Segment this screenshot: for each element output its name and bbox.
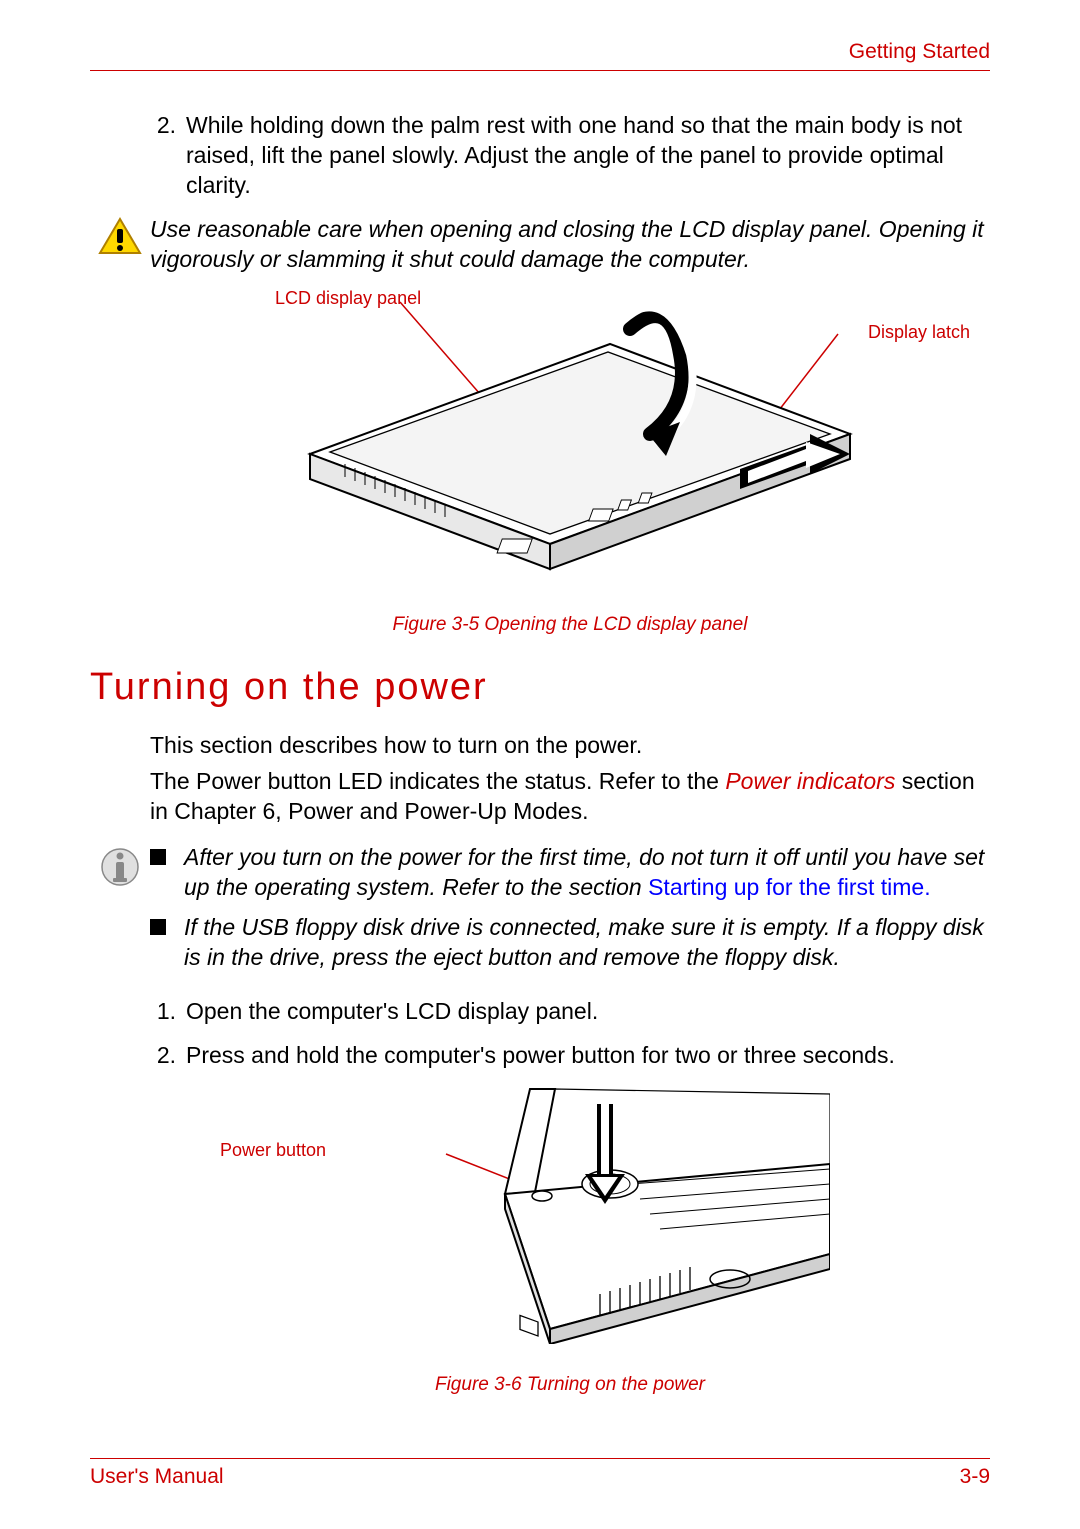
caution-text: Use reasonable care when opening and clo… xyxy=(150,215,990,275)
section-p2-a: The Power button LED indicates the statu… xyxy=(150,768,725,794)
caution-note: Use reasonable care when opening and clo… xyxy=(90,215,990,275)
info-note: After you turn on the power for the firs… xyxy=(90,843,990,983)
section-heading: Turning on the power xyxy=(90,666,990,709)
step-2: 2. While holding down the palm rest with… xyxy=(150,111,990,201)
power-step-1-text: Open the computer's LCD display panel. xyxy=(186,997,990,1027)
step-2-number: 2. xyxy=(150,111,186,201)
power-step-2-text: Press and hold the computer's power butt… xyxy=(186,1041,990,1071)
bullet-square-icon xyxy=(150,843,184,903)
laptop-open-diagram xyxy=(250,284,890,574)
power-steps: 1. Open the computer's LCD display panel… xyxy=(150,997,990,1071)
figure-3-6: Power button xyxy=(150,1084,990,1354)
header-breadcrumb: Getting Started xyxy=(90,40,990,70)
step-2-text: While holding down the palm rest with on… xyxy=(186,111,990,201)
page-footer: User's Manual 3-9 xyxy=(90,1458,990,1489)
callout-power-button: Power button xyxy=(220,1140,326,1161)
info-bullet-2: If the USB floppy disk drive is connecte… xyxy=(150,913,990,973)
info-b2-text: If the USB floppy disk drive is connecte… xyxy=(184,913,990,973)
section-p1: This section describes how to turn on th… xyxy=(150,731,990,761)
power-step-2: 2. Press and hold the computer's power b… xyxy=(150,1041,990,1071)
power-step-1-num: 1. xyxy=(150,997,186,1027)
power-step-1: 1. Open the computer's LCD display panel… xyxy=(150,997,990,1027)
page: Getting Started 2. While holding down th… xyxy=(0,0,1080,1529)
section-p2: The Power button LED indicates the statu… xyxy=(150,767,990,827)
figure-3-5: LCD display panel Display latch xyxy=(150,284,990,594)
starting-up-link[interactable]: Starting up for the first time xyxy=(648,874,924,900)
callout-lcd-panel: LCD display panel xyxy=(275,288,421,309)
footer-rule xyxy=(90,1458,990,1459)
main-content: 2. While holding down the palm rest with… xyxy=(150,111,990,1396)
callout-display-latch: Display latch xyxy=(868,322,970,343)
header-rule xyxy=(90,70,990,71)
info-b1-dot: . xyxy=(924,874,930,900)
figure-3-5-caption: Figure 3-5 Opening the LCD display panel xyxy=(150,614,990,636)
footer-left: User's Manual xyxy=(90,1465,224,1489)
bullet-square-icon xyxy=(150,913,184,973)
power-step-2-num: 2. xyxy=(150,1041,186,1071)
power-indicators-link[interactable]: Power indicators xyxy=(725,768,895,794)
info-bullet-1: After you turn on the power for the firs… xyxy=(150,843,990,903)
footer-right: 3-9 xyxy=(960,1465,990,1489)
caution-icon xyxy=(90,215,150,257)
info-icon xyxy=(90,843,150,889)
figure-3-6-caption: Figure 3-6 Turning on the power xyxy=(150,1374,990,1396)
power-button-diagram xyxy=(310,1084,830,1344)
